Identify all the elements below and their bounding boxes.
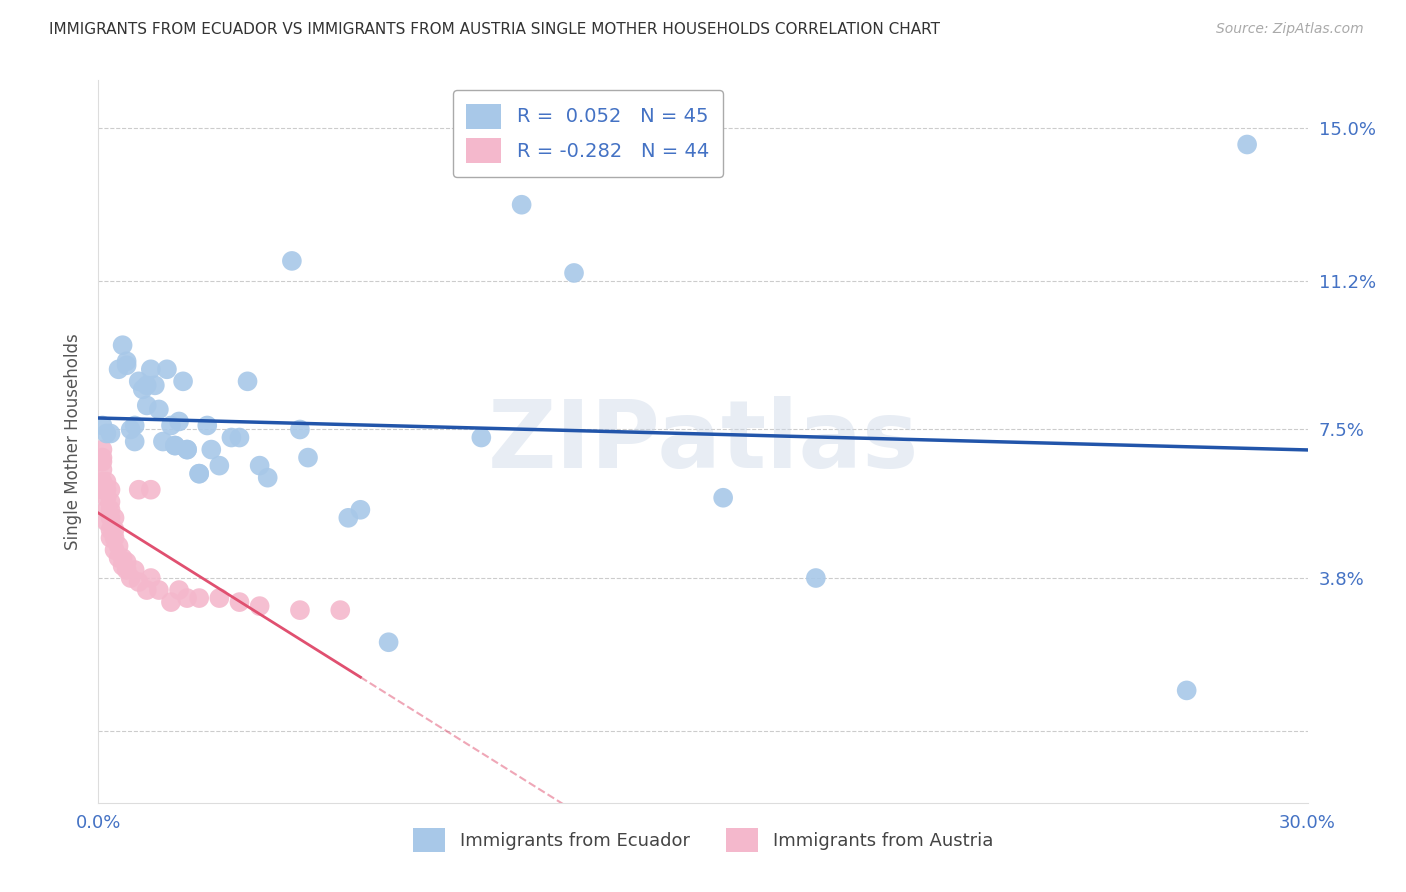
Y-axis label: Single Mother Households: Single Mother Households bbox=[65, 334, 83, 549]
Point bbox=[100, 531, 122, 545]
Point bbox=[329, 603, 352, 617]
Point bbox=[208, 591, 231, 606]
Point bbox=[143, 378, 166, 392]
Point bbox=[124, 434, 146, 449]
Point bbox=[91, 462, 114, 476]
Text: ZIPatlas: ZIPatlas bbox=[488, 395, 918, 488]
Legend: Immigrants from Ecuador, Immigrants from Austria: Immigrants from Ecuador, Immigrants from… bbox=[405, 822, 1001, 859]
Point bbox=[91, 442, 114, 457]
Point bbox=[100, 510, 122, 524]
Point bbox=[337, 510, 360, 524]
Point bbox=[139, 362, 162, 376]
Point bbox=[91, 475, 114, 489]
Point bbox=[711, 491, 734, 505]
Point bbox=[103, 510, 125, 524]
Point bbox=[135, 398, 157, 412]
Point bbox=[103, 542, 125, 557]
Point bbox=[135, 583, 157, 598]
Point bbox=[91, 454, 114, 469]
Point bbox=[96, 475, 118, 489]
Point bbox=[470, 431, 492, 445]
Point bbox=[100, 494, 122, 508]
Point bbox=[163, 438, 186, 452]
Point bbox=[195, 418, 218, 433]
Point bbox=[156, 362, 179, 376]
Point bbox=[188, 591, 211, 606]
Point bbox=[107, 362, 129, 376]
Point bbox=[96, 426, 118, 441]
Point bbox=[228, 431, 250, 445]
Point bbox=[188, 467, 211, 481]
Point bbox=[152, 434, 174, 449]
Point bbox=[107, 539, 129, 553]
Point bbox=[297, 450, 319, 465]
Point bbox=[100, 483, 122, 497]
Text: IMMIGRANTS FROM ECUADOR VS IMMIGRANTS FROM AUSTRIA SINGLE MOTHER HOUSEHOLDS CORR: IMMIGRANTS FROM ECUADOR VS IMMIGRANTS FR… bbox=[49, 22, 941, 37]
Point bbox=[172, 375, 194, 389]
Point bbox=[96, 483, 118, 497]
Point bbox=[167, 583, 190, 598]
Point bbox=[200, 442, 222, 457]
Point bbox=[96, 502, 118, 516]
Point bbox=[256, 470, 278, 484]
Point bbox=[124, 563, 146, 577]
Point bbox=[111, 338, 134, 352]
Point bbox=[128, 483, 150, 497]
Point bbox=[288, 603, 311, 617]
Point bbox=[148, 402, 170, 417]
Point bbox=[249, 458, 271, 473]
Point bbox=[1175, 683, 1198, 698]
Point bbox=[120, 423, 142, 437]
Point bbox=[281, 253, 304, 268]
Point bbox=[176, 591, 198, 606]
Point bbox=[103, 531, 125, 545]
Point bbox=[111, 551, 134, 566]
Point bbox=[139, 483, 162, 497]
Point bbox=[221, 431, 243, 445]
Point bbox=[510, 197, 533, 211]
Point bbox=[107, 551, 129, 566]
Point bbox=[120, 571, 142, 585]
Point bbox=[100, 502, 122, 516]
Point bbox=[176, 442, 198, 457]
Point bbox=[96, 491, 118, 505]
Point bbox=[115, 555, 138, 569]
Point bbox=[115, 354, 138, 368]
Point bbox=[124, 418, 146, 433]
Point bbox=[249, 599, 271, 614]
Point bbox=[208, 458, 231, 473]
Point bbox=[160, 418, 183, 433]
Point bbox=[128, 375, 150, 389]
Point bbox=[228, 595, 250, 609]
Point bbox=[562, 266, 585, 280]
Point bbox=[111, 558, 134, 574]
Point bbox=[91, 483, 114, 497]
Point bbox=[288, 423, 311, 437]
Point bbox=[115, 358, 138, 372]
Point bbox=[236, 375, 259, 389]
Point bbox=[163, 438, 186, 452]
Point bbox=[91, 450, 114, 465]
Point bbox=[115, 563, 138, 577]
Text: Source: ZipAtlas.com: Source: ZipAtlas.com bbox=[1216, 22, 1364, 37]
Point bbox=[91, 418, 114, 433]
Point bbox=[349, 502, 371, 516]
Point bbox=[139, 571, 162, 585]
Point bbox=[100, 426, 122, 441]
Point bbox=[167, 414, 190, 428]
Point bbox=[103, 523, 125, 537]
Point bbox=[176, 442, 198, 457]
Point bbox=[96, 515, 118, 529]
Point bbox=[148, 583, 170, 598]
Point bbox=[128, 574, 150, 589]
Point bbox=[377, 635, 399, 649]
Point bbox=[804, 571, 827, 585]
Point bbox=[135, 378, 157, 392]
Point bbox=[100, 523, 122, 537]
Point bbox=[188, 467, 211, 481]
Point bbox=[1236, 137, 1258, 152]
Point bbox=[160, 595, 183, 609]
Point bbox=[132, 382, 155, 396]
